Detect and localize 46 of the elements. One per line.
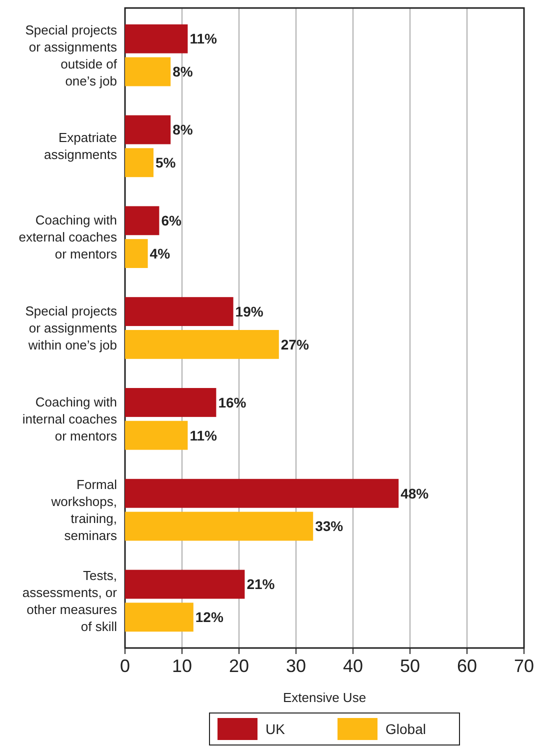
bar [125, 57, 171, 86]
bar [125, 206, 160, 236]
y-tick-label: Special projects or assignments within one’s job [25, 304, 118, 353]
bar [125, 478, 399, 508]
data-label: 19% [235, 303, 264, 320]
x-tick-label: 10 [172, 656, 192, 676]
data-label: 16% [218, 394, 247, 410]
bar [125, 330, 279, 359]
bar [125, 602, 194, 632]
y-tick-label: Tests, assessments, or other measures of skill [22, 568, 118, 634]
data-label: 6% [161, 212, 182, 229]
data-label: 11% [190, 30, 218, 47]
y-tick-label: Formal workshops, training, seminars [50, 476, 118, 543]
x-tick-label: 0 [120, 656, 130, 676]
bar [125, 570, 245, 599]
bar [125, 148, 154, 178]
data-label: 5% [156, 154, 176, 171]
data-label: 33% [315, 518, 344, 534]
data-label: 48% [400, 485, 430, 502]
x-tick-label: 60 [456, 656, 478, 676]
data-label: 27% [280, 336, 310, 352]
data-label: 4% [150, 245, 171, 262]
data-label: 12% [195, 609, 224, 626]
legend-label: Global [386, 720, 426, 737]
bar [125, 24, 188, 54]
data-label: 8% [172, 64, 194, 80]
bar [125, 297, 234, 326]
x-tick-label: 20 [228, 656, 250, 676]
x-tick-label: 30 [286, 656, 306, 676]
y-tick-label: Coaching with internal coaches or mentors [22, 394, 118, 444]
x-axis-title: Extensive Use [282, 690, 366, 705]
x-tick-label: 40 [342, 656, 364, 676]
legend-label: UK [266, 720, 286, 737]
bar [125, 115, 171, 144]
bar [125, 512, 314, 541]
bar [125, 239, 148, 268]
bar [125, 388, 216, 417]
data-label: 11% [190, 427, 218, 444]
x-tick-label: 70 [514, 656, 534, 676]
data-label: 8% [172, 122, 194, 138]
y-tick-label: Special projects or assignments outside of one’s job [25, 22, 118, 88]
data-label: 21% [246, 576, 276, 592]
y-tick-label: Expatriate assignments [44, 130, 118, 162]
bar [125, 420, 188, 450]
y-tick-label: Coaching with external coaches or mentors [18, 212, 118, 262]
x-tick-label: 50 [400, 656, 420, 676]
